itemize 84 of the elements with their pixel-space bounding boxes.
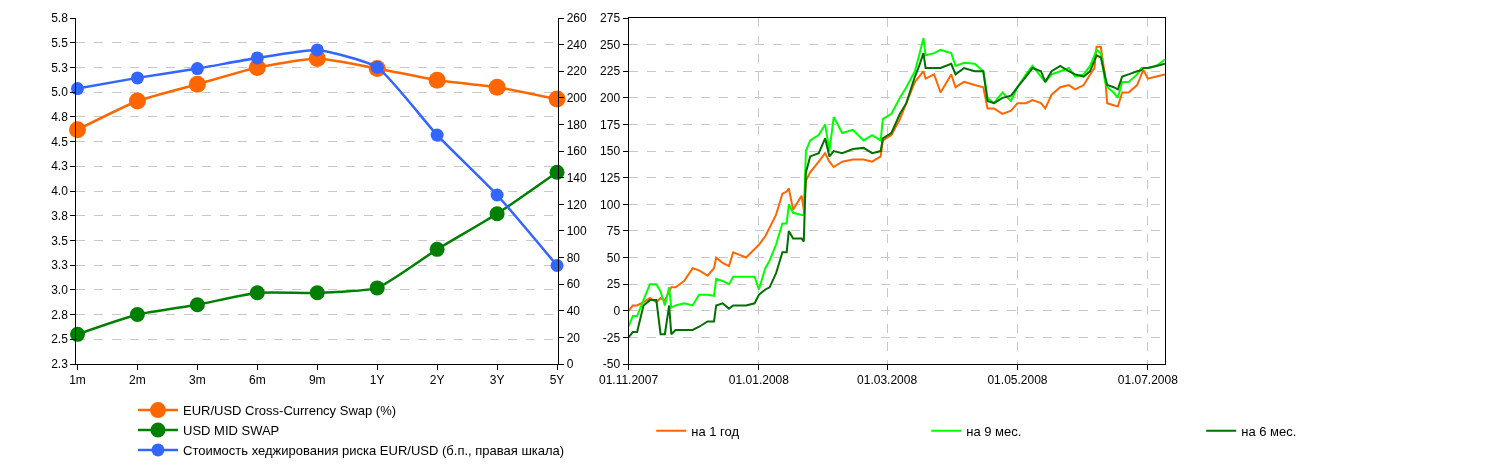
y-tick-label: 4.5 xyxy=(51,134,69,149)
y-tick-label: 2.3 xyxy=(51,357,69,372)
y-tick-label: 4.0 xyxy=(51,184,69,199)
y-tick-label: 125 xyxy=(600,170,621,185)
x-tick-label: 5Y xyxy=(549,373,565,388)
y2-tick-label: 200 xyxy=(566,91,587,106)
y-tick-label: 5.5 xyxy=(51,35,69,50)
y2-tick-label: 240 xyxy=(566,37,587,52)
point xyxy=(309,285,325,301)
x-tick-label: 01.03.2008 xyxy=(857,373,918,388)
y-tick-label: 3.0 xyxy=(51,283,69,298)
y-tick-label: 225 xyxy=(600,64,621,79)
point xyxy=(550,259,564,273)
y-tick-label: 25 xyxy=(606,277,621,292)
y-tick-label: 175 xyxy=(600,117,621,132)
y-tick-label: 50 xyxy=(606,250,621,265)
x-tick-label: 9m xyxy=(308,373,326,388)
point xyxy=(310,43,324,57)
y-tick-label: -25 xyxy=(602,330,621,345)
point xyxy=(129,307,145,323)
y2-tick-label: 0 xyxy=(566,357,574,372)
y-tick-label: 0 xyxy=(613,303,621,318)
y-tick-label: 3.5 xyxy=(51,233,69,248)
y2-tick-label: 140 xyxy=(566,170,587,185)
y2-tick-label: 120 xyxy=(566,197,587,212)
x-tick-label: 2m xyxy=(129,373,146,388)
point xyxy=(250,51,264,65)
y2-tick-label: 40 xyxy=(566,303,581,318)
y-tick-label: 75 xyxy=(606,224,621,239)
y-tick-label: 2.8 xyxy=(51,307,69,322)
point xyxy=(488,78,506,96)
point xyxy=(369,280,385,296)
point xyxy=(190,62,204,76)
x-tick-label: 01.01.2008 xyxy=(728,373,790,388)
y-tick-label: 275 xyxy=(600,11,621,26)
x-tick-label: 6m xyxy=(248,373,266,388)
y-tick-label: 5.0 xyxy=(51,85,69,100)
x-tick-label: 3Y xyxy=(489,373,505,388)
legend-label: EUR/USD Cross-Currency Swap (%) xyxy=(182,403,397,419)
y-tick-label: 2.5 xyxy=(51,332,69,347)
point xyxy=(428,71,446,89)
point xyxy=(189,297,205,313)
point xyxy=(69,121,86,139)
y-tick-label: 5.3 xyxy=(51,60,69,75)
point xyxy=(429,241,445,257)
x-tick-label: 01.05.2008 xyxy=(987,373,1048,388)
y-tick-label: -50 xyxy=(602,357,621,372)
legend-label: на 9 мес. xyxy=(966,423,1022,439)
point xyxy=(130,71,144,85)
y-tick-label: 100 xyxy=(600,197,621,212)
point xyxy=(128,92,146,110)
point xyxy=(549,164,565,180)
legend-label: USD MID SWAP xyxy=(182,423,280,439)
y2-tick-label: 20 xyxy=(566,330,581,345)
x-tick-label: 1Y xyxy=(369,373,385,388)
legend-label: Стоимость хеджирования риска EUR/USD (б.п., правая шкала) xyxy=(182,442,565,458)
y2-tick-label: 100 xyxy=(566,224,587,239)
y-tick-label: 150 xyxy=(600,144,621,159)
y-tick-label: 3.3 xyxy=(51,258,69,273)
x-tick-label: 2Y xyxy=(429,373,445,388)
point xyxy=(430,128,444,142)
point xyxy=(490,188,504,202)
point xyxy=(69,326,85,342)
x-tick-label: 1m xyxy=(69,373,86,388)
y2-tick-label: 180 xyxy=(566,117,587,132)
y-tick-label: 5.8 xyxy=(51,11,69,26)
y-tick-label: 4.3 xyxy=(51,159,69,174)
y2-tick-label: 260 xyxy=(566,11,587,26)
legend-label: на 1 год xyxy=(691,423,740,439)
y-tick-label: 4.8 xyxy=(51,110,69,125)
y2-tick-label: 80 xyxy=(566,250,581,265)
y-tick-label: 3.8 xyxy=(51,208,69,223)
x-tick-label: 01.07.2008 xyxy=(1117,373,1179,388)
legend-label: на 6 мес. xyxy=(1241,423,1297,439)
y-tick-label: 250 xyxy=(600,37,621,52)
point xyxy=(489,206,505,222)
y2-tick-label: 60 xyxy=(566,277,581,292)
point xyxy=(188,75,206,93)
x-tick-label: 01.11.2007 xyxy=(598,373,659,388)
x-tick-label: 3m xyxy=(189,373,206,388)
point xyxy=(249,285,265,301)
y2-tick-label: 220 xyxy=(566,64,587,79)
y2-tick-label: 160 xyxy=(566,144,587,159)
y-tick-label: 200 xyxy=(600,91,621,106)
